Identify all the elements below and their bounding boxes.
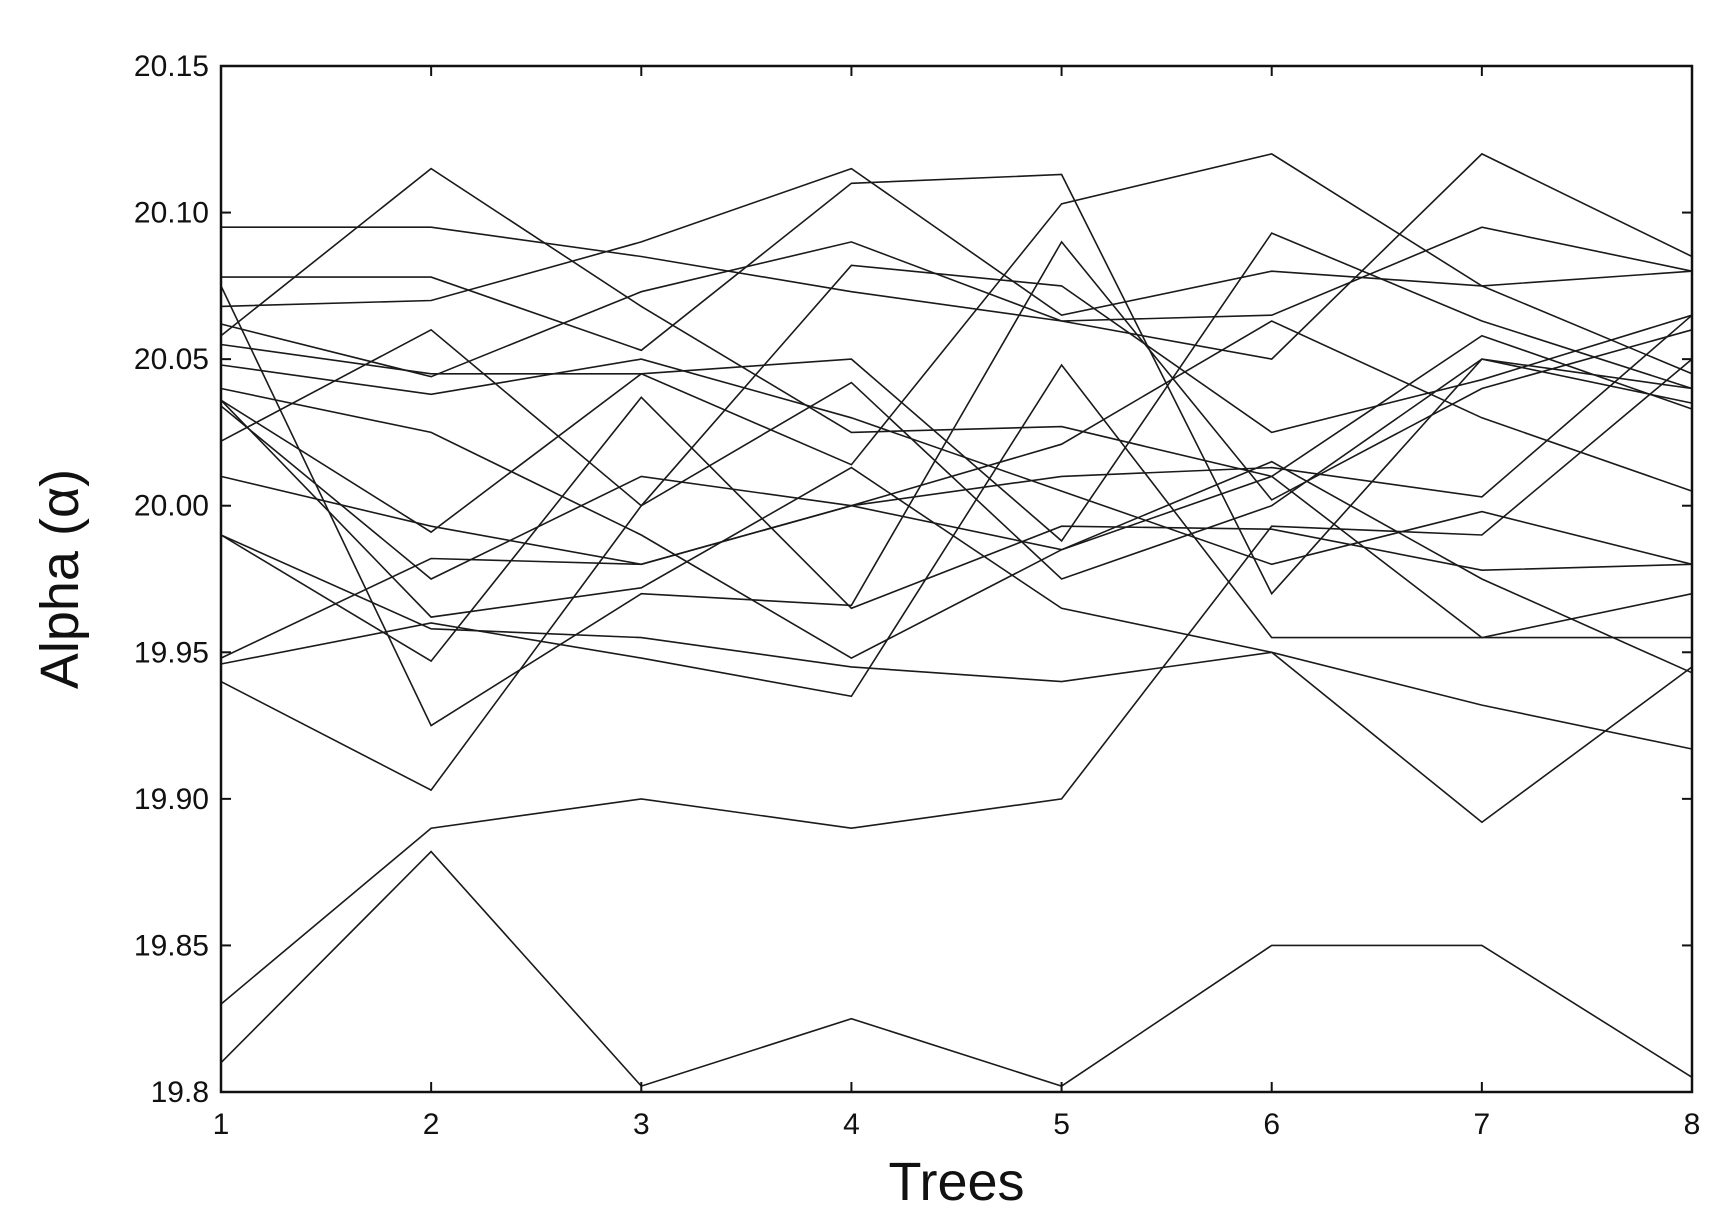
x-tick-label: 7 xyxy=(1474,1108,1491,1141)
series-line-14 xyxy=(220,320,1693,659)
y-axis: 19.8 19.85 19.90 19.95 20.00 20.05 20.10 20.15 xyxy=(134,50,1692,1109)
y-axis-title: Alpha (α) xyxy=(30,469,90,689)
y-tick-label: 19.8 xyxy=(151,1076,209,1109)
y-tick-label: 20.00 xyxy=(134,490,209,523)
series-line-21 xyxy=(220,850,1693,1088)
y-tick-label: 20.05 xyxy=(134,343,209,376)
series-line-9 xyxy=(220,232,1693,543)
series-line-20 xyxy=(220,358,1693,1005)
x-tick-label: 8 xyxy=(1684,1108,1701,1141)
x-tick-label: 3 xyxy=(633,1108,650,1141)
series-line-10 xyxy=(220,405,1693,674)
x-tick-label: 1 xyxy=(213,1108,230,1141)
series-line-8 xyxy=(220,387,1693,660)
y-tick-label: 20.15 xyxy=(134,50,209,83)
x-axis-title: Trees xyxy=(888,1152,1024,1212)
plot-frame xyxy=(219,64,1694,1094)
series-line-13 xyxy=(220,534,1693,750)
series-line-15 xyxy=(220,363,1692,698)
series-line-3 xyxy=(220,167,1693,317)
series-line-19 xyxy=(220,399,1693,824)
series-line-1 xyxy=(221,226,1693,322)
series-line-18 xyxy=(220,396,1693,663)
series-line-11 xyxy=(220,264,1693,507)
series-line-12 xyxy=(220,314,1693,566)
x-tick-label: 2 xyxy=(423,1108,440,1141)
series-line-16 xyxy=(220,358,1693,792)
series-line-6 xyxy=(220,153,1693,466)
series-line-7 xyxy=(220,358,1693,566)
x-tick-label: 4 xyxy=(843,1108,860,1141)
series-line-2 xyxy=(221,173,1693,596)
series-line-4 xyxy=(220,152,1693,378)
series-layer xyxy=(220,152,1693,1088)
y-tick-label: 19.90 xyxy=(134,783,209,816)
y-tick-label: 19.85 xyxy=(134,929,209,962)
series-line-5 xyxy=(220,167,1693,478)
x-tick-label: 6 xyxy=(1263,1108,1280,1141)
x-tick-label: 5 xyxy=(1053,1108,1070,1141)
y-tick-label: 20.10 xyxy=(134,197,209,230)
y-tick-label: 19.95 xyxy=(134,636,209,669)
series-line-17 xyxy=(220,240,1693,727)
